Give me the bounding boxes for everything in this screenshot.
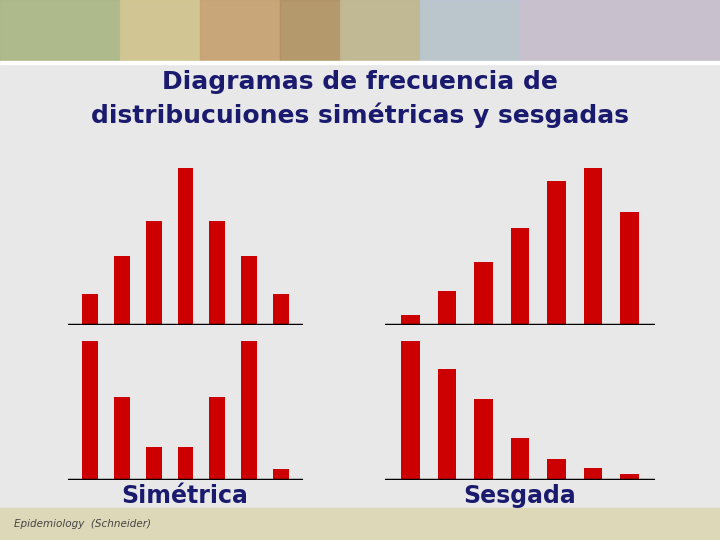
Bar — [146, 447, 162, 480]
Bar — [402, 341, 420, 480]
Bar — [241, 256, 257, 325]
Text: distribucuiones simétricas y sesgadas: distribucuiones simétricas y sesgadas — [91, 102, 629, 127]
Bar — [511, 438, 529, 480]
Bar — [340, 0, 420, 62]
Bar — [474, 262, 492, 325]
Bar — [402, 314, 420, 325]
Bar — [178, 167, 194, 325]
Bar — [438, 291, 456, 325]
Bar — [547, 459, 566, 480]
Bar — [210, 397, 225, 480]
Bar — [120, 0, 200, 62]
Text: Epidemiology  (Schneider): Epidemiology (Schneider) — [14, 519, 151, 529]
Bar — [621, 212, 639, 325]
Bar — [584, 167, 602, 325]
Bar — [114, 256, 130, 325]
Bar — [178, 447, 194, 480]
Bar — [280, 0, 340, 62]
Text: Simétrica: Simétrica — [122, 484, 248, 508]
Bar — [547, 181, 566, 325]
Bar — [420, 0, 520, 62]
Bar — [82, 341, 98, 480]
Bar — [520, 0, 720, 62]
Bar — [621, 474, 639, 480]
Bar — [273, 469, 289, 480]
Bar — [438, 369, 456, 480]
Text: Diagramas de frecuencia de: Diagramas de frecuencia de — [162, 70, 558, 94]
Bar — [82, 294, 98, 325]
Bar — [210, 221, 225, 325]
Bar — [0, 0, 720, 62]
Bar — [474, 399, 492, 480]
Bar — [146, 221, 162, 325]
Bar — [114, 397, 130, 480]
Text: Sesgada: Sesgada — [464, 484, 577, 508]
Bar — [511, 228, 529, 325]
Bar — [200, 0, 280, 62]
Bar — [584, 468, 602, 480]
Bar — [273, 294, 289, 325]
Bar — [241, 341, 257, 480]
Bar — [0, 61, 720, 64]
Bar — [0, 508, 720, 540]
Bar — [0, 0, 120, 62]
